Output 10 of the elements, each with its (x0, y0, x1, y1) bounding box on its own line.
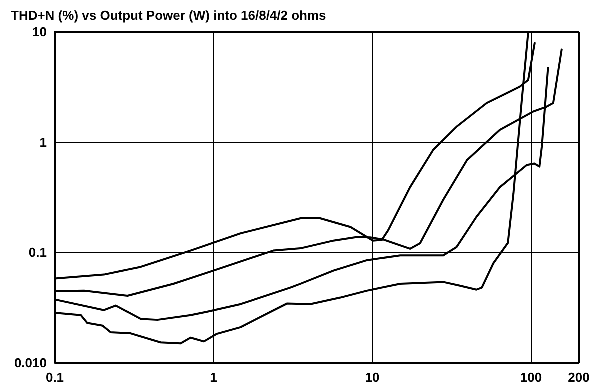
y-tick-label: 0.010 (14, 356, 47, 370)
x-tick-label: 10 (365, 370, 380, 385)
x-tick-label: 1 (210, 370, 218, 385)
y-tick-label: 0.1 (28, 245, 47, 260)
chart-title: THD+N (%) vs Output Power (W) into 16/8/4/2 ohms (11, 8, 326, 23)
x-tick-label: 100 (520, 370, 542, 385)
x-tick-label: 0.1 (46, 370, 64, 385)
y-tick-label: 1 (40, 134, 47, 150)
x-tick-label: 200 (568, 370, 590, 385)
y-tick-label: 10 (32, 24, 47, 40)
